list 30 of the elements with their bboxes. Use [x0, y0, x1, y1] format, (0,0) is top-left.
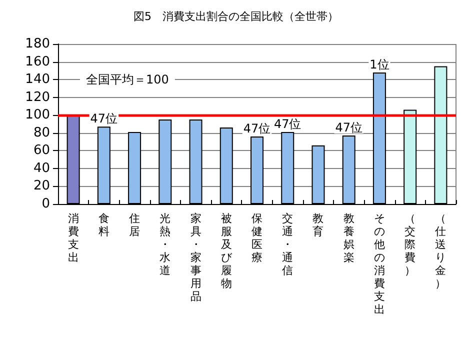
x-tick-label: 消費支出: [68, 212, 79, 264]
annotation: 47位: [335, 120, 362, 135]
x-tick-label: 教養娯楽: [343, 212, 354, 264]
y-tick-label: 40: [33, 160, 50, 176]
x-tick-label: 住居: [129, 212, 140, 238]
x-tick-label: 教育: [312, 212, 324, 238]
x-tick-label: その他の消費支出: [374, 212, 385, 316]
x-tick-label: 食料: [98, 212, 110, 238]
y-tick-label: 0: [42, 196, 50, 212]
y-tick-label: 180: [25, 36, 50, 52]
x-tick-label: 保健医療: [252, 212, 262, 264]
y-tick-label: 100: [25, 108, 50, 123]
x-tick-label: 被服及び履物: [220, 212, 233, 290]
x-tick-label: （交際費）: [404, 212, 416, 277]
y-tick-label: 60: [33, 143, 50, 158]
annotation: 47位: [243, 121, 271, 136]
annotation: 1位: [370, 57, 390, 72]
y-tick-label: 20: [33, 178, 50, 194]
y-tick-label: 160: [25, 54, 50, 70]
annotation: 47位: [90, 112, 118, 126]
chart-title: 図5 消費支出割合の全国比較（全世帯）: [134, 10, 338, 23]
x-tick-label: 交通・通信: [282, 212, 294, 277]
x-tick-label: （仕送り金）: [435, 212, 446, 290]
y-tick-label: 80: [33, 125, 50, 140]
x-tick-label: 光熱・水道: [160, 212, 171, 277]
y-tick-label: 140: [25, 72, 50, 88]
ref-line-label: 全国平均＝100: [86, 72, 169, 87]
annotation: 47位: [274, 117, 302, 131]
x-tick-label: 家具・家事用品: [190, 212, 202, 303]
y-tick-label: 120: [25, 90, 50, 105]
